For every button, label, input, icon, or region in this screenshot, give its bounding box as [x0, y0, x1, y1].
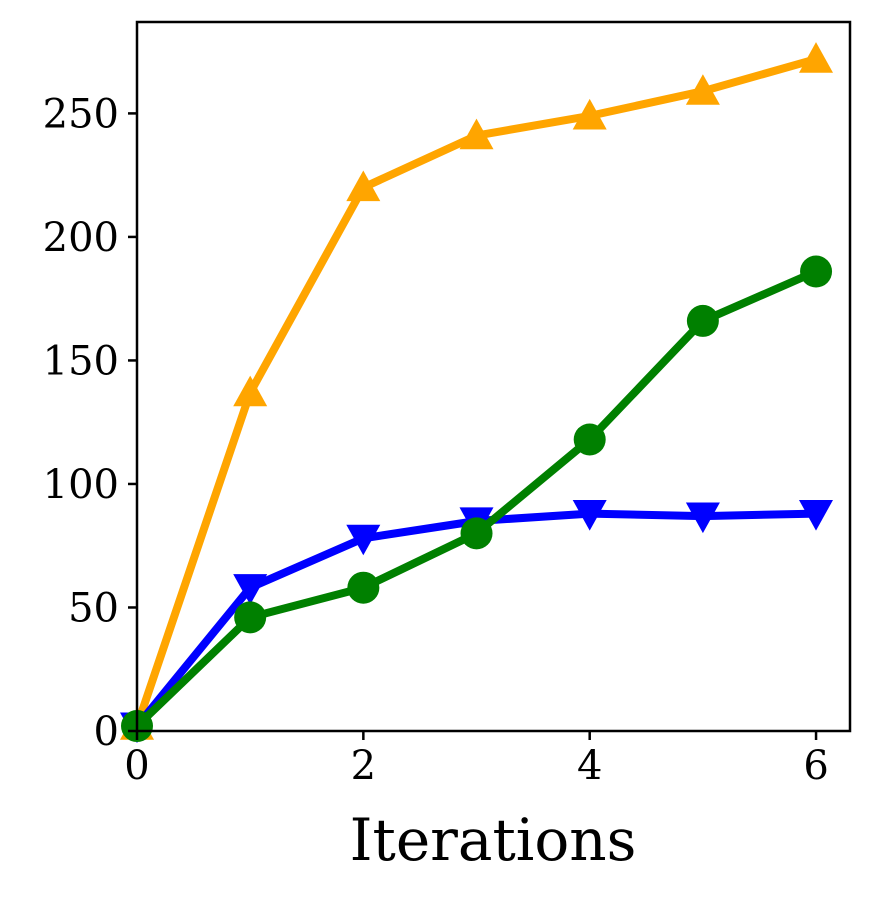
- data-point-s2-6: [800, 255, 833, 288]
- y-tick-label: 250: [43, 91, 119, 137]
- data-point-s1-1: [233, 574, 268, 605]
- data-point-s2-1: [234, 601, 267, 634]
- y-tick-label: 200: [43, 215, 119, 261]
- data-point-s0-6: [799, 42, 833, 73]
- data-point-s0-2: [346, 170, 381, 202]
- data-point-s1-2: [346, 524, 381, 556]
- data-point-s0-5: [685, 74, 720, 105]
- data-point-s1-5: [685, 502, 720, 534]
- y-tick-label: 150: [43, 338, 119, 384]
- x-tick-label: 6: [803, 743, 828, 789]
- y-tick-label: 100: [43, 462, 119, 508]
- x-tick-label: 4: [577, 743, 602, 789]
- x-axis-title: Iterations: [350, 806, 637, 874]
- x-tick-label: 2: [351, 743, 376, 789]
- y-tick-label: 50: [68, 585, 119, 631]
- data-point-s0-4: [572, 98, 607, 130]
- y-axis-ticks: 0 50 100 150 200 250: [43, 91, 137, 755]
- data-point-s2-4: [573, 423, 606, 456]
- plot-frame: [135, 20, 852, 733]
- x-axis-ticks: 0 2 4 6: [124, 731, 829, 789]
- series-line-2: [134, 267, 818, 729]
- data-point-s1-6: [799, 500, 833, 531]
- data-point-s2-3: [460, 517, 493, 550]
- y-tick-label: 0: [94, 709, 119, 755]
- data-point-s2-2: [347, 571, 380, 604]
- data-point-s1-4: [572, 500, 607, 531]
- data-point-s0-1: [233, 375, 268, 407]
- data-point-s0-3: [459, 118, 494, 150]
- series-2: [121, 255, 833, 743]
- x-tick-label: 0: [124, 743, 149, 789]
- data-point-s2-5: [686, 304, 719, 337]
- series-layer: [120, 42, 833, 744]
